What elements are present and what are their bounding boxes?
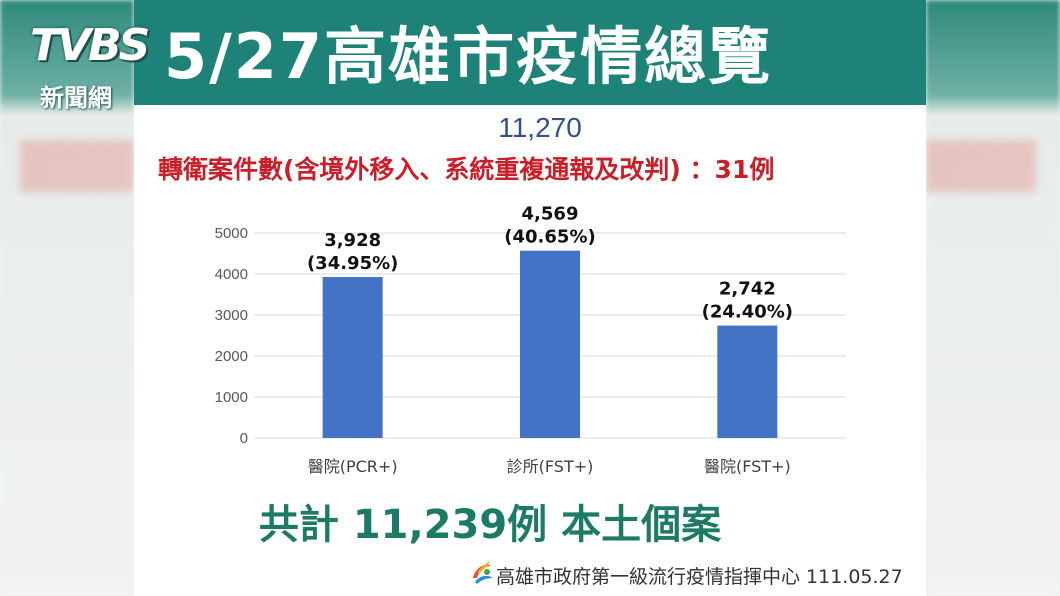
page-title: 5/27高雄市疫情總覽 bbox=[164, 20, 773, 93]
source-text: 高雄市政府第一級流行疫情指揮中心 111.05.27 bbox=[496, 566, 903, 588]
infographic-card: 5/27高雄市疫情總覽 11,270 轉衛案件數(含境外移入、系統重複通報及改判… bbox=[134, 0, 926, 596]
bar-percent-label: (24.40%) bbox=[702, 302, 793, 323]
y-axis-ticks: 0 1000 2000 3000 4000 5000 bbox=[215, 225, 248, 447]
bar-value-label: 2,742 bbox=[719, 279, 776, 300]
y-tick-label: 1000 bbox=[215, 389, 248, 406]
bar-data-labels: 3,928(34.95%) 4,569(40.65%) 2,742(24.40%) bbox=[307, 204, 793, 323]
bar-value-label: 4,569 bbox=[522, 204, 579, 225]
chart-bars bbox=[322, 250, 778, 438]
bar-percent-label: (40.65%) bbox=[504, 227, 595, 248]
background-band-right bbox=[926, 140, 1036, 192]
x-axis-ticks: 醫院(PCR+) 診所(FST+) 醫院(FST+) bbox=[308, 457, 791, 476]
bar-percent-label: (34.95%) bbox=[307, 253, 398, 274]
x-tick-label: 醫院(FST+) bbox=[704, 457, 791, 476]
tvbs-logo: TVBS 新聞網 bbox=[30, 20, 180, 118]
bar bbox=[322, 276, 383, 438]
y-tick-label: 2000 bbox=[215, 348, 248, 365]
kaohsiung-logo-icon bbox=[473, 560, 493, 584]
background-right bbox=[926, 0, 1060, 596]
background-band-left bbox=[20, 140, 134, 192]
y-tick-label: 5000 bbox=[215, 225, 248, 242]
x-tick-label: 診所(FST+) bbox=[507, 457, 594, 476]
bar bbox=[717, 325, 778, 438]
bar-chart: 0 1000 2000 3000 4000 5000 3,928(34.95%) 4,569… bbox=[215, 204, 846, 476]
bar-value-label: 3,928 bbox=[324, 230, 381, 251]
total-count: 11,270 bbox=[498, 112, 582, 143]
y-tick-label: 4000 bbox=[215, 266, 248, 283]
y-tick-label: 3000 bbox=[215, 307, 248, 324]
background-left bbox=[0, 0, 134, 596]
y-tick-label: 0 bbox=[240, 430, 248, 447]
transfer-note: 轉衛案件數(含境外移入、系統重複通報及改判) ：31例 bbox=[158, 155, 775, 184]
source-credit: 高雄市政府第一級流行疫情指揮中心 111.05.27 bbox=[464, 562, 903, 589]
bar bbox=[520, 250, 580, 438]
case-summary: 共計 11,239例 本土個案 bbox=[258, 502, 722, 548]
tvbs-brand-sub: 新聞網 bbox=[40, 84, 112, 112]
header-bar: 5/27高雄市疫情總覽 bbox=[134, 0, 926, 105]
x-tick-label: 醫院(PCR+) bbox=[308, 457, 398, 476]
tvbs-brand: TVBS bbox=[30, 20, 150, 71]
